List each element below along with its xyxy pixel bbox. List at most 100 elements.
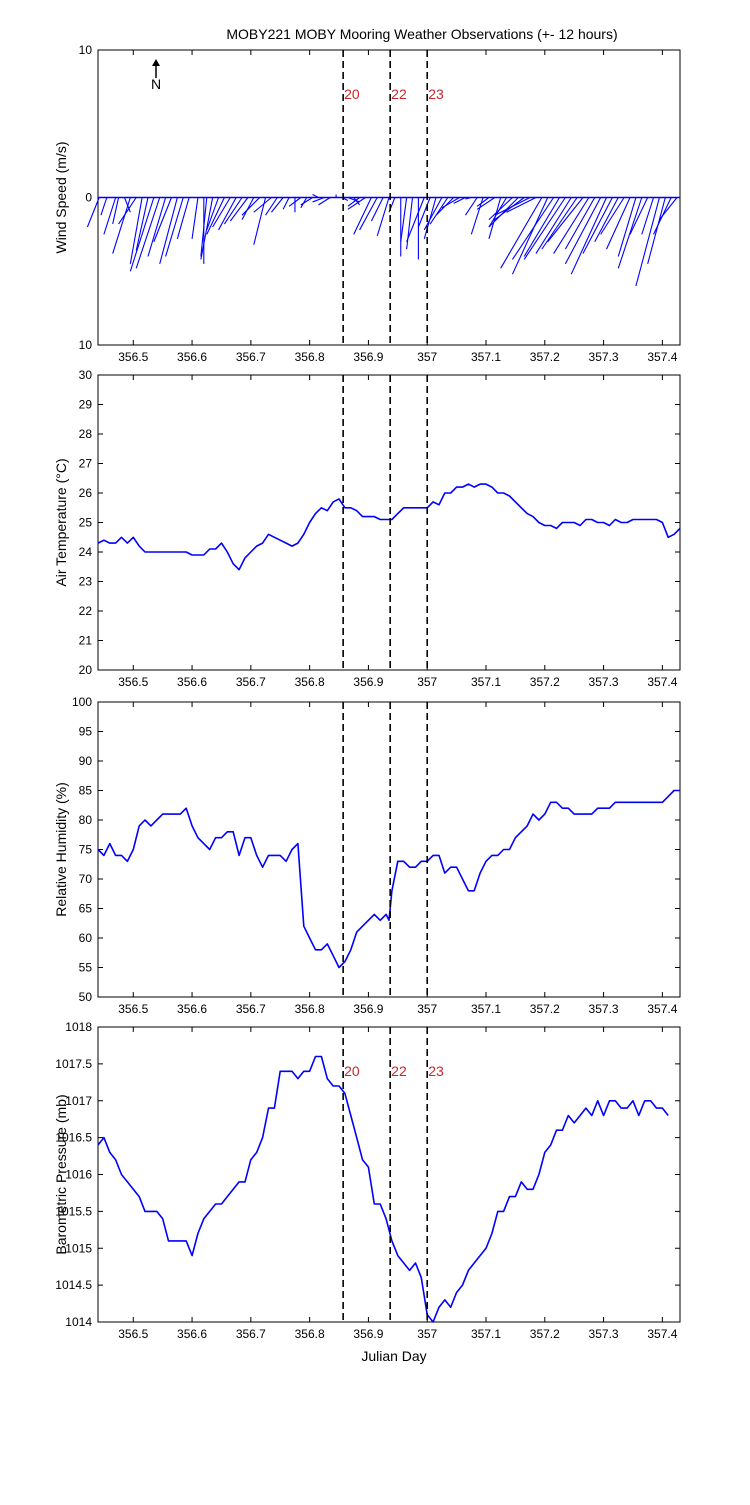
- y-tick-label: 60: [79, 931, 93, 945]
- y-tick-label: 10: [79, 43, 93, 57]
- wind-stick: [658, 197, 678, 220]
- y-tick-label: 24: [79, 545, 93, 559]
- wind-stick: [400, 197, 408, 242]
- y-tick-label: 1016.5: [55, 1131, 92, 1145]
- x-tick-label: 356.6: [177, 350, 207, 364]
- x-tick-label: 356.5: [118, 1002, 148, 1016]
- plot-frame: [97, 701, 681, 998]
- x-tick-label: 356.9: [353, 1327, 383, 1341]
- y-tick-label: 1018: [65, 1020, 92, 1034]
- wind-stick: [353, 197, 361, 206]
- y-axis-label: Air Temperature (°C): [53, 458, 69, 586]
- x-tick-label: 356.5: [118, 350, 148, 364]
- wind-stick: [423, 197, 443, 231]
- x-tick-label: 356.8: [295, 1002, 325, 1016]
- y-tick-label: 55: [79, 961, 93, 975]
- x-tick-label: 356.6: [177, 1327, 207, 1341]
- wind-stick: [406, 197, 425, 242]
- wind-stick: [253, 197, 272, 213]
- wind-stick: [347, 197, 360, 207]
- wind-stick: [112, 197, 131, 254]
- wind-stick: [547, 197, 584, 243]
- wind-stick: [453, 197, 466, 204]
- wind-stick: [594, 197, 619, 243]
- x-tick-label: 356.7: [236, 1002, 266, 1016]
- barometric-pressure-panel: 356.5 356.6 356.7 356.8 356.9 357 357.1 357.2 35…: [53, 1020, 681, 1341]
- wind-stick: [494, 197, 531, 216]
- wind-stick: [535, 197, 572, 254]
- y-tick-label: 80: [79, 813, 93, 827]
- x-tick-label: 357.1: [471, 1327, 501, 1341]
- wind-stick: [253, 197, 267, 245]
- wind-stick: [641, 197, 655, 235]
- y-tick-label: 27: [79, 457, 93, 471]
- wind-stick: [129, 197, 143, 264]
- y-tick-label: 0: [85, 191, 92, 205]
- x-tick-label: 357.3: [589, 350, 619, 364]
- wind-stick: [223, 197, 243, 225]
- event-marker-label: 22: [391, 1063, 407, 1079]
- y-tick-label: 30: [79, 368, 93, 382]
- x-tick-label: 356.9: [353, 350, 383, 364]
- wind-stick: [206, 197, 220, 231]
- wind-stick: [229, 197, 249, 222]
- y-tick-label: 70: [79, 872, 93, 886]
- x-tick-label: 356.9: [353, 675, 383, 689]
- wind-stick: [570, 197, 608, 275]
- wind-stick: [300, 197, 313, 206]
- y-axis-label: Barometric Pressure (mb): [53, 1094, 69, 1254]
- y-tick-label: 1016: [65, 1168, 92, 1182]
- wind-stick: [488, 197, 513, 221]
- plot-frame: [97, 374, 681, 671]
- wind-stick: [123, 197, 131, 213]
- x-tick-label: 357.2: [530, 1327, 560, 1341]
- x-tick-label: 357: [417, 1327, 437, 1341]
- wind-stick: [129, 197, 155, 272]
- wind-stick: [265, 197, 278, 216]
- y-tick-label: 65: [79, 902, 93, 916]
- wind-stick: [511, 197, 549, 275]
- north-arrow: N: [151, 59, 161, 92]
- y-tick-label: 1017: [65, 1094, 92, 1108]
- wind-stick: [506, 197, 537, 213]
- wind-stick: [270, 197, 284, 213]
- y-tick-label: 75: [79, 843, 93, 857]
- x-tick-label: 356.9: [353, 1002, 383, 1016]
- x-tick-label: 357.4: [647, 1327, 677, 1341]
- wind-stick: [600, 197, 625, 235]
- y-tick-label: 1014: [65, 1315, 92, 1329]
- event-marker-label: 20: [344, 1063, 360, 1079]
- y-axis-label: Wind Speed (m/s): [53, 141, 69, 253]
- event-marker-label: 23: [428, 86, 444, 102]
- wind-stick: [118, 197, 137, 225]
- wind-stick: [476, 197, 490, 207]
- x-tick-label: 356.5: [118, 675, 148, 689]
- x-tick-label: 357.4: [647, 1002, 677, 1016]
- x-tick-label: 357.4: [647, 675, 677, 689]
- y-tick-label: 1017.5: [55, 1057, 92, 1071]
- figure-title: MOBY221 MOBY Mooring Weather Observation…: [226, 26, 617, 42]
- north-arrow-head: [152, 59, 160, 66]
- wind-stick: [191, 197, 199, 239]
- wind-stick: [564, 197, 596, 250]
- wind-stick: [553, 197, 590, 254]
- y-tick-label: 26: [79, 486, 93, 500]
- wind-stick: [135, 197, 149, 251]
- y-tick-label: 21: [79, 634, 93, 648]
- series-line: [97, 789, 680, 969]
- x-tick-label: 356.6: [177, 1002, 207, 1016]
- series-line: [97, 483, 681, 571]
- north-label: N: [151, 76, 161, 92]
- wind-stick: [376, 197, 390, 237]
- wind-stick: [541, 197, 578, 250]
- relative-humidity-panel: 356.5 356.6 356.7 356.8 356.9 357 357.1 357.2 35…: [53, 695, 681, 1016]
- y-tick-label: 23: [79, 575, 93, 589]
- x-tick-label: 356.5: [118, 1327, 148, 1341]
- wind-stick: [476, 197, 496, 210]
- wind-stick: [100, 197, 108, 216]
- wind-stick: [176, 197, 190, 239]
- wind-stick: [500, 197, 543, 269]
- x-tick-label: 356.6: [177, 675, 207, 689]
- wind-stick: [200, 197, 208, 257]
